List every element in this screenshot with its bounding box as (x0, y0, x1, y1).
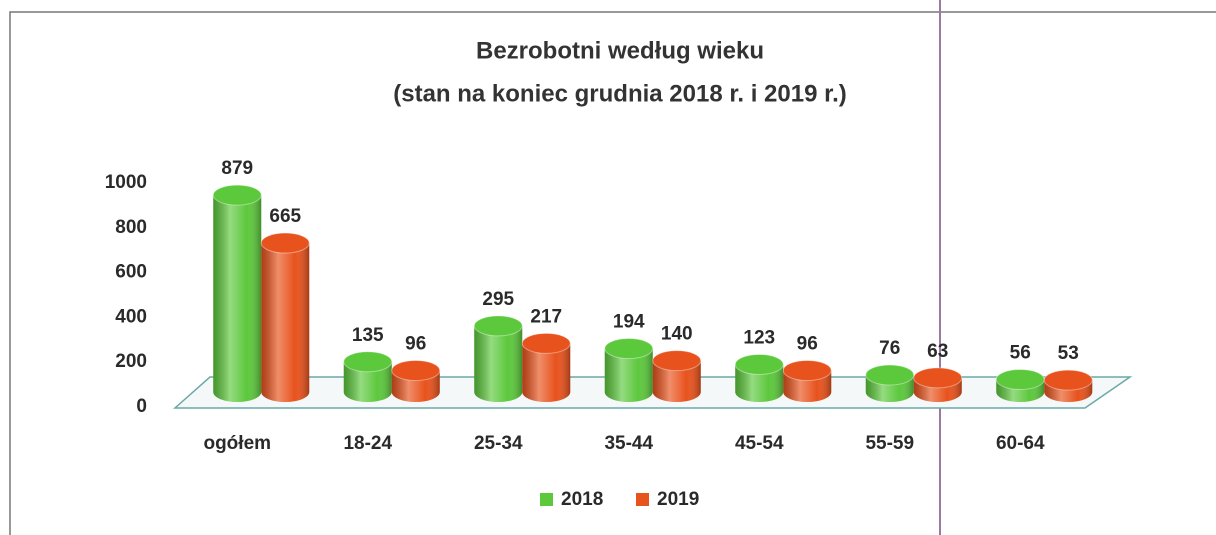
bar-top (1043, 369, 1093, 391)
value-label: 665 (269, 206, 301, 227)
bar-shade (735, 364, 784, 402)
y-tick-label: 200 (115, 351, 147, 372)
legend-swatch (540, 493, 553, 506)
bar (995, 368, 1045, 402)
bar (473, 315, 523, 402)
legend-label: 2019 (657, 489, 699, 510)
bar (652, 350, 702, 402)
y-tick-label: 600 (115, 262, 147, 283)
x-tick-label: 25-34 (474, 433, 523, 454)
bar-top (913, 367, 963, 389)
bar-top (212, 184, 262, 206)
value-label: 135 (352, 325, 384, 346)
bar (260, 232, 310, 402)
bar-top (391, 359, 441, 381)
bar-top (782, 359, 832, 381)
value-label: 194 (613, 312, 645, 333)
y-tick-label: 1000 (105, 172, 147, 193)
bar (734, 353, 784, 402)
bar (604, 338, 654, 402)
legend-swatch (636, 493, 649, 506)
x-tick-label: 18-24 (343, 433, 392, 454)
bar-shade (261, 243, 310, 402)
x-tick-label: ogółem (203, 433, 271, 454)
value-label: 56 (1010, 342, 1031, 363)
legend-label: 2018 (561, 489, 603, 510)
chart-subtitle: (stan na koniec grudnia 2018 r. i 2019 r… (393, 80, 847, 107)
chart-title: Bezrobotni według wieku (476, 37, 764, 64)
y-tick-label: 0 (136, 396, 147, 417)
value-label: 879 (221, 158, 253, 179)
bar-top (734, 353, 784, 375)
bar-top (473, 315, 523, 337)
bar (521, 332, 571, 402)
bar-top (260, 232, 310, 254)
value-label: 63 (927, 341, 948, 362)
value-label: 96 (797, 334, 818, 355)
value-label: 53 (1058, 343, 1079, 364)
bar-shade (604, 348, 653, 402)
bar-top (652, 350, 702, 372)
bar (865, 364, 915, 402)
bar-top (865, 364, 915, 386)
bar-top (995, 368, 1045, 390)
value-label: 96 (405, 334, 426, 355)
x-tick-label: 55-59 (865, 433, 914, 454)
frame (9, 11, 1216, 535)
y-tick-label: 400 (115, 306, 147, 327)
bar-shade (343, 361, 392, 402)
bar (212, 184, 262, 402)
value-label: 123 (743, 327, 775, 348)
y-tick-label: 800 (115, 217, 147, 238)
bar-top (521, 332, 571, 354)
bar-shade (652, 360, 701, 402)
bar-top (604, 338, 654, 360)
x-tick-label: 45-54 (735, 433, 784, 454)
value-label: 217 (530, 306, 562, 327)
bar-shade (213, 195, 262, 402)
value-label: 295 (482, 289, 514, 310)
x-tick-label: 35-44 (604, 433, 653, 454)
bar-top (343, 351, 393, 373)
bar-shade (522, 343, 571, 402)
bar (1043, 369, 1093, 402)
value-label: 140 (661, 324, 693, 345)
bar (343, 351, 393, 402)
bar-shade (474, 325, 523, 402)
bar (391, 359, 441, 402)
bar (913, 367, 963, 402)
value-label: 76 (879, 338, 900, 359)
bar (782, 359, 832, 402)
x-tick-label: 60-64 (996, 433, 1045, 454)
